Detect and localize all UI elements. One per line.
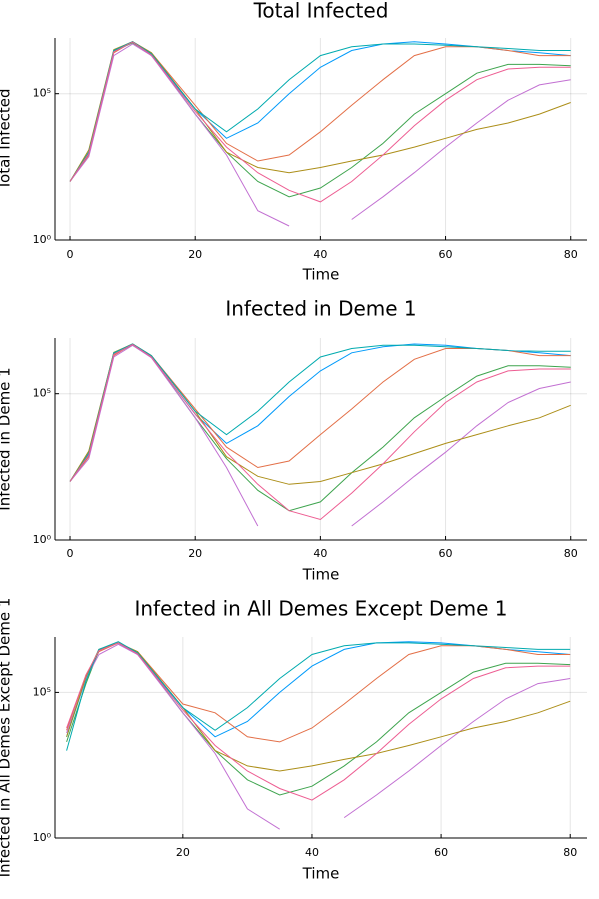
series-line — [66, 642, 571, 796]
series-line — [66, 641, 571, 738]
y-tick-label: 10⁵ — [33, 685, 51, 698]
y-tick-label: 10⁵ — [33, 87, 51, 100]
x-tick-label: 40 — [305, 846, 319, 859]
subplot: Infected in All Demes Except Deme 1 Time I… — [0, 597, 587, 883]
x-tick-label: 60 — [434, 846, 448, 859]
x-tick-label: 60 — [439, 547, 453, 560]
x-tick-label: 20 — [176, 846, 190, 859]
x-tick-label: 80 — [564, 547, 578, 560]
series-line — [66, 641, 571, 751]
x-tick-label: 0 — [67, 547, 74, 560]
y-tick-label: 10⁵ — [33, 387, 51, 400]
series-line — [66, 642, 571, 801]
y-axis-label: Total Infected — [0, 88, 14, 190]
y-axis-label: Infected in Deme 1 — [0, 367, 14, 510]
y-tick-label: 10⁰ — [33, 831, 52, 844]
subplot: Infected in Deme 1 Time Infected in Deme 1… — [0, 297, 587, 584]
series-group — [69, 343, 571, 527]
x-tick-label: 80 — [564, 248, 578, 261]
x-tick-label: 40 — [313, 248, 327, 261]
x-axis-label: Time — [302, 266, 340, 284]
x-tick-label: 40 — [313, 547, 327, 560]
x-tick-label: 60 — [439, 248, 453, 261]
y-tick-label: 10⁰ — [33, 533, 52, 546]
series-line — [69, 343, 571, 521]
x-tick-label: 80 — [563, 846, 577, 859]
y-tick-label: 10⁰ — [33, 233, 52, 246]
series-group — [69, 41, 571, 227]
series-line — [69, 343, 571, 482]
subplot-title: Infected in Deme 1 — [225, 297, 416, 321]
x-tick-label: 20 — [188, 547, 202, 560]
series-line — [69, 41, 571, 203]
y-axis-label: Infected in All Demes Except Deme 1 — [0, 598, 14, 878]
x-tick-label: 20 — [188, 248, 202, 261]
subplot: Total Infected Time Total Infected 0 20 40 60 8… — [0, 0, 587, 284]
subplot-title: Infected in All Demes Except Deme 1 — [134, 597, 507, 621]
x-tick-label: 0 — [67, 248, 74, 261]
x-axis-label: Time — [302, 566, 340, 584]
x-axis-label: Time — [302, 865, 340, 883]
series-line — [66, 643, 571, 830]
series-group — [66, 641, 571, 830]
subplot-title: Total Infected — [253, 0, 389, 23]
